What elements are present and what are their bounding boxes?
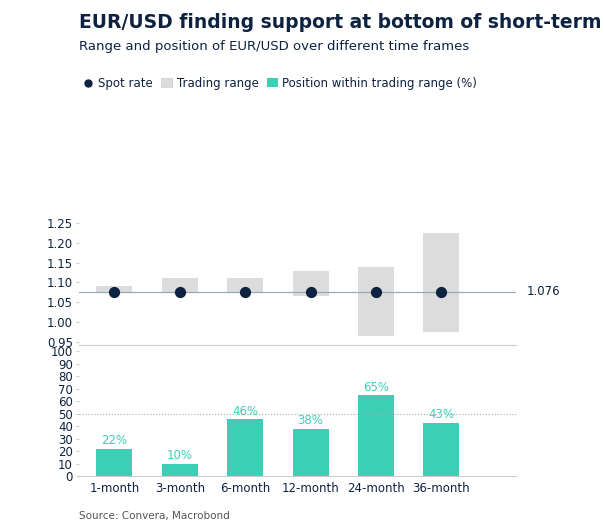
Bar bbox=[97, 286, 132, 293]
Bar bbox=[292, 428, 329, 476]
Bar bbox=[423, 233, 459, 332]
Point bbox=[240, 288, 250, 296]
Text: EUR/USD finding support at bottom of short-term ranges: EUR/USD finding support at bottom of sho… bbox=[79, 13, 604, 32]
Bar bbox=[162, 278, 198, 293]
Text: 46%: 46% bbox=[232, 405, 259, 417]
Bar bbox=[162, 463, 198, 476]
Text: 10%: 10% bbox=[167, 449, 193, 462]
Point bbox=[437, 288, 446, 296]
Text: 43%: 43% bbox=[428, 408, 454, 421]
Bar bbox=[423, 423, 459, 476]
Bar bbox=[358, 267, 394, 336]
Point bbox=[371, 288, 381, 296]
Point bbox=[110, 288, 120, 296]
Bar bbox=[227, 278, 263, 293]
Bar bbox=[227, 419, 263, 476]
Text: 65%: 65% bbox=[363, 381, 389, 394]
Bar bbox=[292, 270, 329, 296]
Text: 1.076: 1.076 bbox=[526, 286, 560, 298]
Bar bbox=[358, 395, 394, 476]
Text: 38%: 38% bbox=[298, 415, 324, 427]
Text: Range and position of EUR/USD over different time frames: Range and position of EUR/USD over diffe… bbox=[79, 40, 469, 53]
Legend: Spot rate, Trading range, Position within trading range (%): Spot rate, Trading range, Position withi… bbox=[79, 72, 482, 95]
Text: Source: Convera, Macrobond: Source: Convera, Macrobond bbox=[79, 511, 230, 521]
Bar bbox=[97, 449, 132, 476]
Text: 22%: 22% bbox=[101, 434, 127, 448]
Point bbox=[175, 288, 185, 296]
Point bbox=[306, 288, 315, 296]
